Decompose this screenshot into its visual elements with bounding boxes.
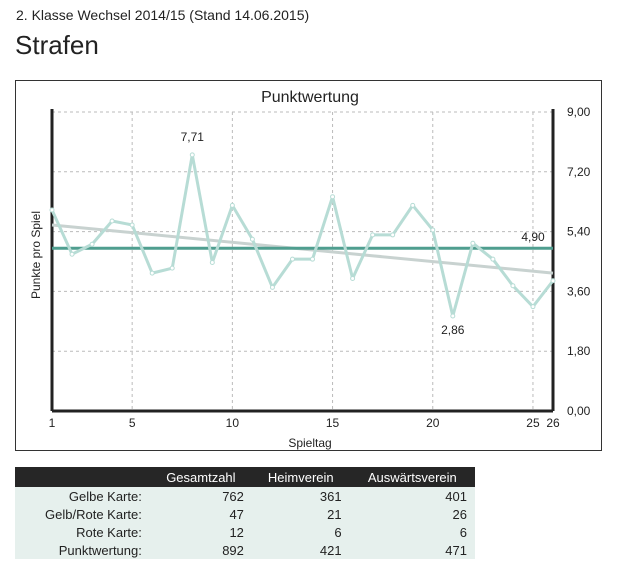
- y-tick-label: 1,80: [567, 344, 591, 358]
- x-tick-label: 26: [546, 416, 560, 430]
- data-point: [129, 222, 135, 228]
- column-header: [15, 467, 150, 487]
- table-cell: 6: [349, 523, 475, 541]
- table-cell: 47: [149, 505, 252, 523]
- table-row: Gelbe Karte: 762 361 401: [15, 487, 475, 505]
- table-cell: 471: [349, 541, 475, 559]
- row-label: Gelb/Rote Karte:: [15, 505, 150, 523]
- column-header: Heimverein: [251, 467, 350, 487]
- data-point: [410, 202, 416, 208]
- data-label: 2,86: [441, 323, 465, 337]
- data-point: [550, 278, 556, 284]
- data-point: [370, 232, 376, 238]
- data-point: [530, 304, 536, 310]
- data-point: [229, 202, 235, 208]
- data-point: [249, 236, 255, 242]
- row-label: Rote Karte:: [15, 523, 150, 541]
- punktwertung-chart: Punktwertung Spieltag Punkte pro Spiel 0…: [29, 89, 591, 450]
- data-point: [470, 240, 476, 246]
- data-point: [330, 194, 336, 200]
- data-point: [450, 313, 456, 319]
- x-tick-label: 10: [226, 416, 240, 430]
- chart-container: [15, 80, 602, 451]
- column-header: Auswärtsverein: [349, 467, 475, 487]
- y-axis-label: Punkte pro Spiel: [29, 211, 43, 299]
- table-cell: 361: [251, 487, 350, 505]
- table-cell: 26: [349, 505, 475, 523]
- data-point: [209, 259, 215, 265]
- x-tick-label: 5: [129, 416, 136, 430]
- data-point: [430, 227, 436, 233]
- chart-title: Punktwertung: [261, 89, 359, 106]
- y-tick-label: 0,00: [567, 404, 591, 418]
- y-tick-label: 3,60: [567, 284, 591, 298]
- data-label: 7,71: [181, 130, 205, 144]
- x-tick-label: 20: [426, 416, 440, 430]
- table-cell: 12: [149, 523, 252, 541]
- data-point: [390, 232, 396, 238]
- data-point: [89, 241, 95, 247]
- data-point: [149, 270, 155, 276]
- table-cell: 21: [251, 505, 350, 523]
- data-point: [510, 283, 516, 289]
- x-tick-label: 15: [326, 416, 340, 430]
- y-tick-label: 7,20: [567, 165, 591, 179]
- data-point: [310, 256, 316, 262]
- data-point: [350, 275, 356, 281]
- table-row: Gelb/Rote Karte: 47 21 26: [15, 505, 475, 523]
- average-label: 4,90: [521, 230, 545, 244]
- y-tick-label: 9,00: [567, 105, 591, 119]
- table-cell: 762: [149, 487, 252, 505]
- data-point: [269, 284, 275, 290]
- data-point: [490, 256, 496, 262]
- data-point: [69, 251, 75, 257]
- y-tick-label: 5,40: [567, 225, 591, 239]
- page-subtitle: 2. Klasse Wechsel 2014/15 (Stand 14.06.2…: [16, 7, 310, 23]
- penalty-table: Gesamtzahl Heimverein Auswärtsverein Gelbe…: [15, 467, 475, 559]
- data-point: [169, 265, 175, 271]
- row-label: Gelbe Karte:: [15, 487, 150, 505]
- table-cell: 421: [251, 541, 350, 559]
- series-line: [50, 153, 555, 318]
- table-cell: 401: [349, 487, 475, 505]
- data-point: [109, 218, 115, 224]
- table-row: Punktwertung: 892 421 471: [15, 541, 475, 559]
- page-title: Strafen: [15, 30, 99, 60]
- x-axis-label: Spieltag: [288, 436, 331, 450]
- data-point: [289, 256, 295, 262]
- column-header: Gesamtzahl: [149, 467, 252, 487]
- table-row: Rote Karte: 12 6 6: [15, 523, 475, 541]
- table-cell: 892: [149, 541, 252, 559]
- x-tick-label: 1: [49, 416, 56, 430]
- data-point: [49, 207, 55, 213]
- data-point: [189, 152, 195, 158]
- table-cell: 6: [251, 523, 350, 541]
- row-label: Punktwertung:: [15, 541, 150, 559]
- x-tick-label: 25: [526, 416, 540, 430]
